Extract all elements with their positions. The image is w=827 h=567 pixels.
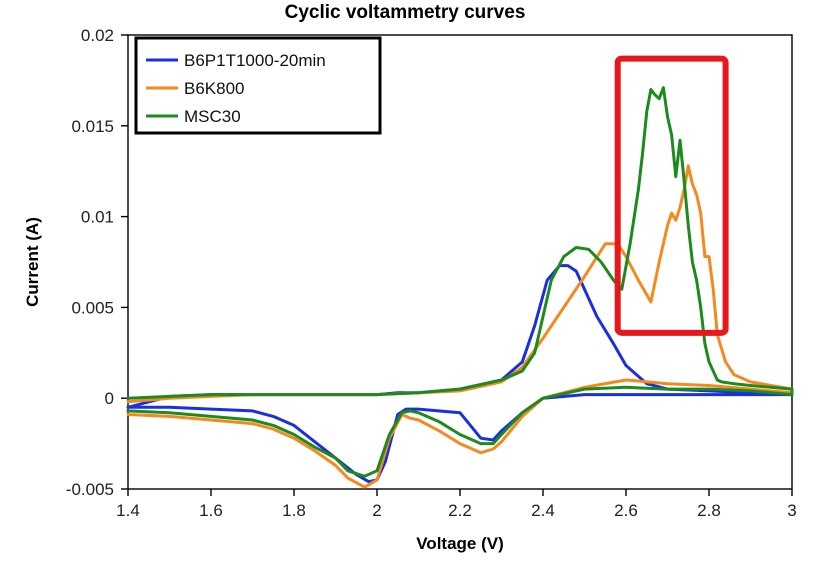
x-tick-label: 1.8	[282, 501, 306, 520]
x-tick-label: 2.8	[697, 501, 721, 520]
highlight-box	[614, 55, 729, 336]
legend: B6P1T1000-20min B6K800 MSC30	[134, 36, 382, 135]
y-tick-label: 0.015	[71, 117, 114, 136]
x-tick-label: 2.4	[531, 501, 555, 520]
chart-title: Cyclic voltammetry curves	[285, 2, 526, 23]
ticks: 1.4 1.6 1.8 2 2.2 2.4 2.6 2.8 3 -0.005 0 0.005 0.01 0…	[66, 26, 797, 520]
legend-label: MSC30	[184, 107, 241, 126]
x-tick-label: 2.6	[614, 501, 638, 520]
series-line-3	[126, 86, 794, 478]
x-tick-label: 1.4	[116, 501, 140, 520]
x-tick-label: 1.6	[199, 501, 223, 520]
y-tick-label: 0.02	[81, 26, 114, 45]
x-tick-label: 2	[372, 501, 381, 520]
x-tick-label: 2.2	[448, 501, 472, 520]
y-tick-label: 0.005	[71, 298, 114, 317]
y-tick-label: 0.01	[81, 208, 114, 227]
series-lines	[126, 86, 794, 489]
legend-label: B6K800	[184, 79, 245, 98]
y-axis-label: Current (A)	[23, 217, 42, 307]
legend-label: B6P1T1000-20min	[184, 51, 326, 70]
y-tick-label: 0	[105, 389, 114, 408]
series-line-2	[126, 164, 794, 489]
x-tick-label: 3	[787, 501, 796, 520]
x-axis-label: Voltage (V)	[416, 534, 504, 553]
y-tick-label: -0.005	[66, 480, 114, 499]
series-line-1	[126, 264, 794, 484]
